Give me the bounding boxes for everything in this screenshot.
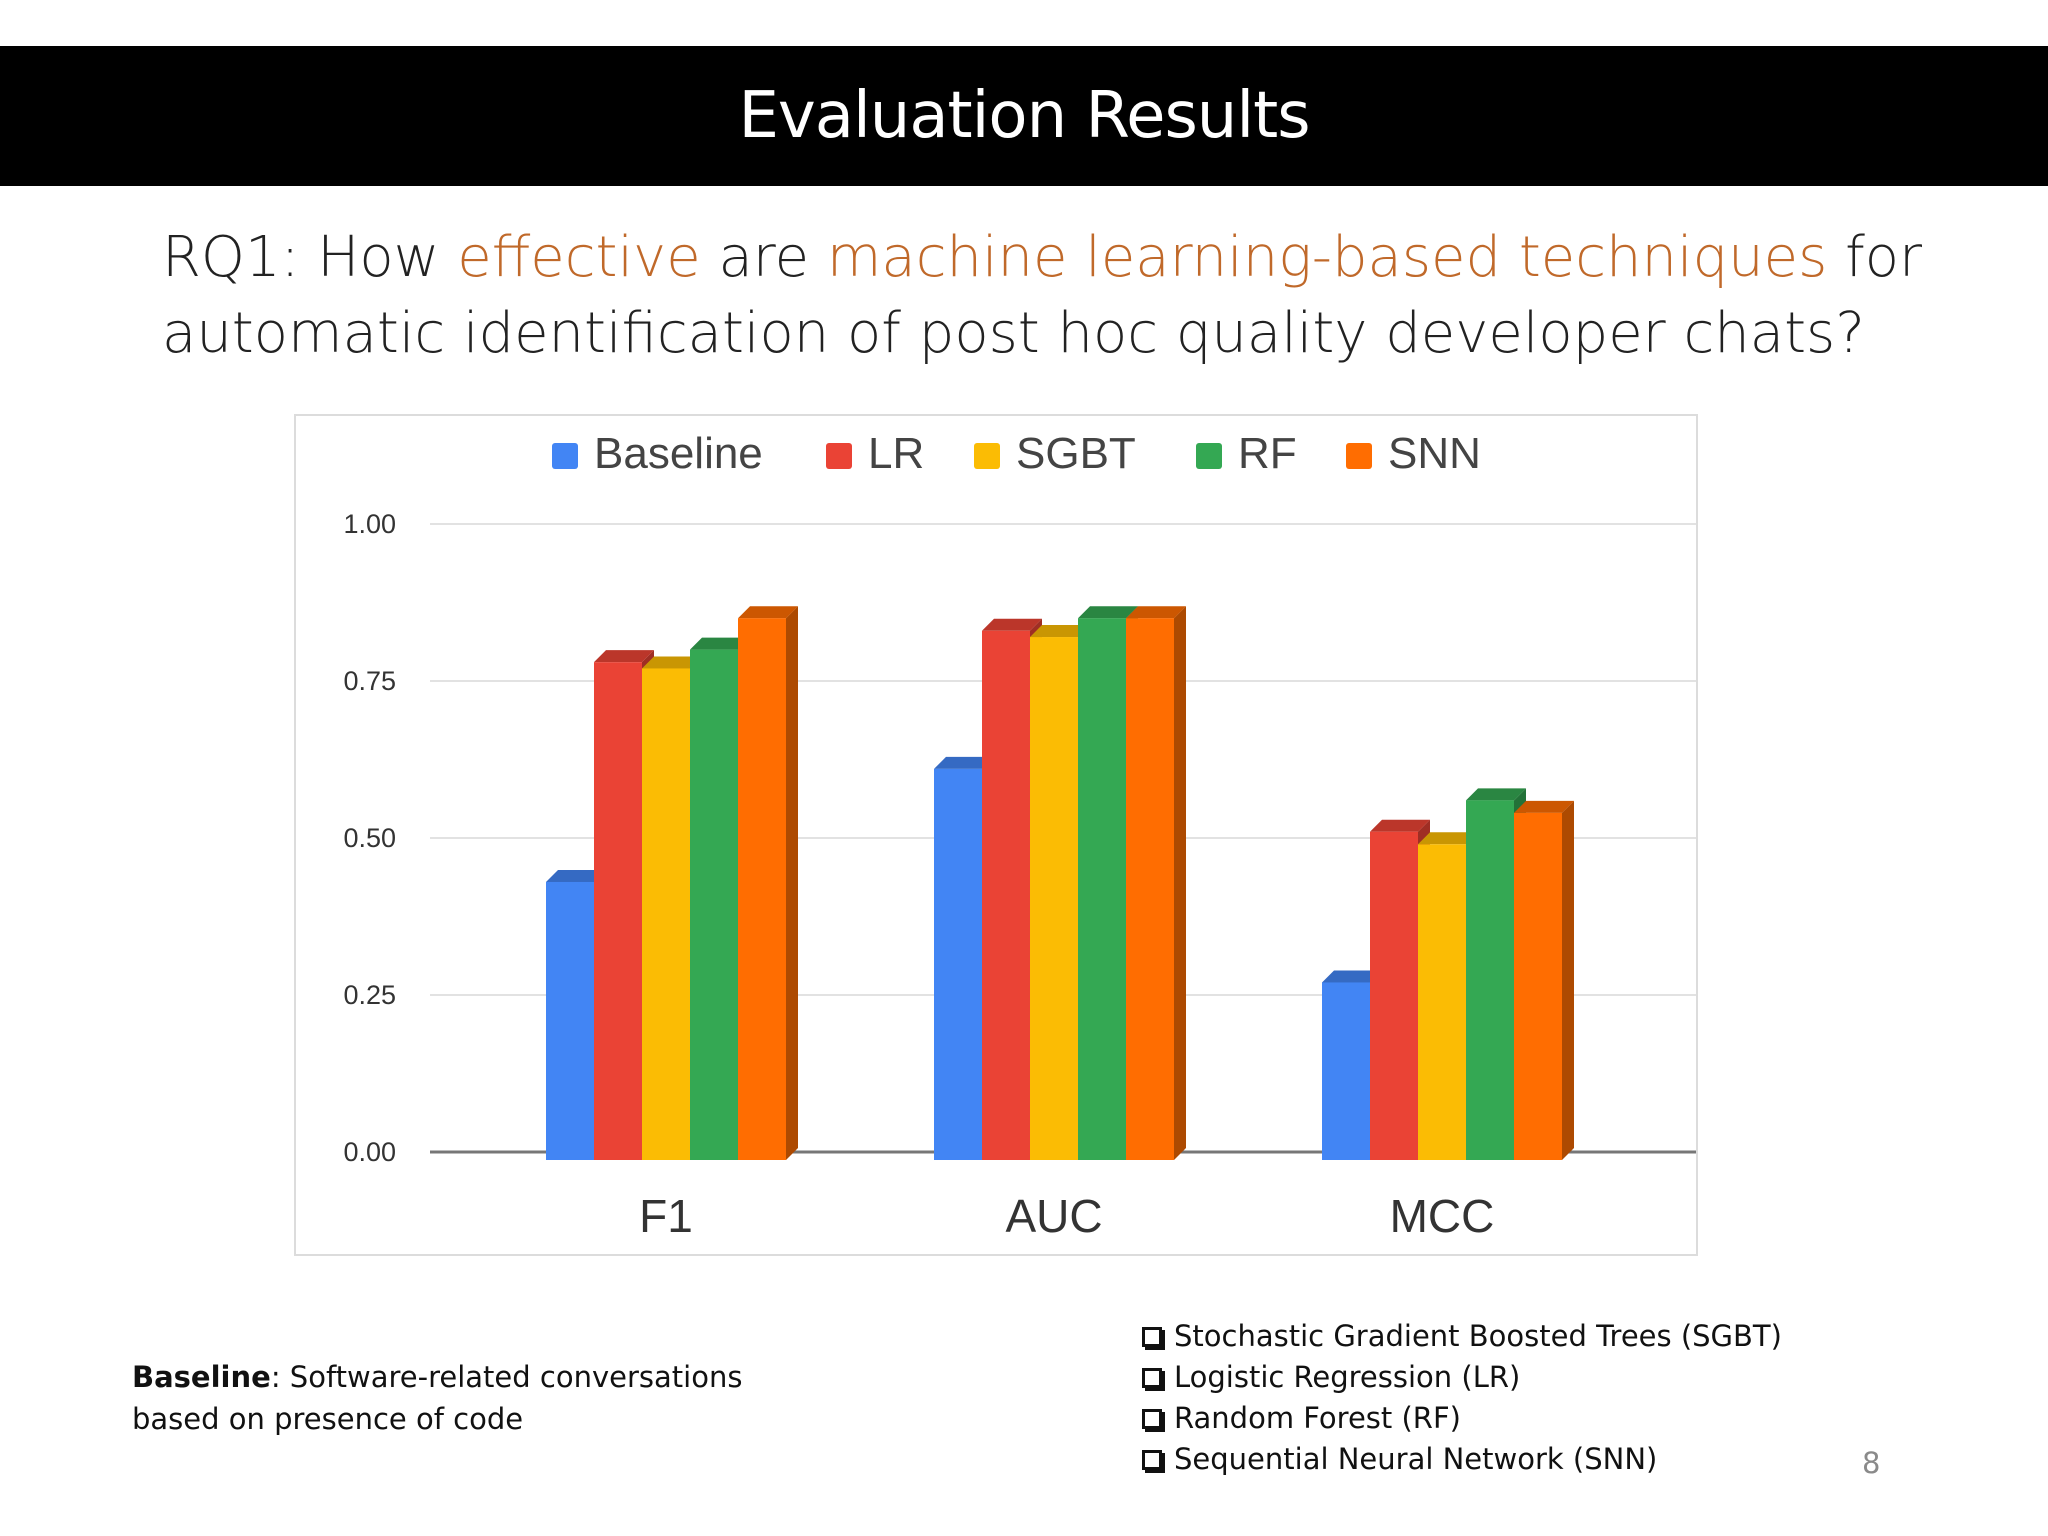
y-tick-label: 0.00: [343, 1137, 396, 1167]
question-text-2: are: [700, 225, 827, 290]
bar: [1514, 812, 1562, 1160]
method-label: Random Forest (RF): [1174, 1401, 1461, 1435]
bar-top: [982, 618, 1042, 631]
legend-label: SGBT: [1016, 429, 1136, 478]
method-label: Logistic Regression (LR): [1174, 1360, 1521, 1394]
bar: [982, 630, 1030, 1160]
x-tick-label: AUC: [1005, 1190, 1102, 1242]
y-tick-label: 0.25: [343, 980, 396, 1010]
x-tick-label: MCC: [1390, 1190, 1495, 1242]
method-item: Logistic Regression (LR): [1142, 1357, 1842, 1398]
bar-top: [690, 637, 750, 650]
bar-top: [934, 756, 994, 769]
method-item: Random Forest (RF): [1142, 1398, 1842, 1439]
chart-svg: 0.00 0.25 0.50 0.75 1.00 Baseline LR SGBT RF SNN F…: [343, 429, 1696, 1242]
bar: [642, 668, 690, 1160]
method-label: Sequential Neural Network (SNN): [1174, 1442, 1658, 1476]
method-item: Sequential Neural Network (SNN): [1142, 1439, 1842, 1480]
baseline-description: : Software-related conversations based o…: [132, 1360, 743, 1436]
legend-label: Baseline: [594, 429, 763, 478]
bar: [546, 881, 594, 1160]
bar-top: [738, 606, 798, 619]
question-highlight-effective: effective: [457, 225, 701, 290]
bar-side: [1562, 800, 1574, 1160]
methods-list: Stochastic Gradient Boosted Trees (SGBT)…: [1142, 1316, 1842, 1480]
method-label: Stochastic Gradient Boosted Trees (SGBT): [1174, 1319, 1782, 1353]
bar-top: [1514, 800, 1574, 813]
research-question: RQ1: How effective are machine learning-…: [162, 220, 1962, 372]
legend-swatch: [974, 443, 1000, 469]
bar: [1466, 800, 1514, 1160]
bar: [690, 649, 738, 1160]
bar: [1030, 637, 1078, 1160]
bar-side: [1174, 606, 1186, 1160]
legend-swatch: [826, 443, 852, 469]
bar: [594, 662, 642, 1160]
legend-swatch: [1196, 443, 1222, 469]
legend-label: LR: [868, 429, 924, 478]
legend-swatch: [552, 443, 578, 469]
bar-top: [1322, 970, 1382, 983]
bar: [1322, 982, 1370, 1160]
legend-swatch: [1346, 443, 1372, 469]
y-tick-label: 0.50: [343, 823, 396, 853]
y-tick-label: 0.75: [343, 666, 396, 696]
checkbox-icon: [1142, 1367, 1162, 1388]
question-highlight-techniques: machine learning-based techniques: [826, 225, 1828, 290]
checkbox-icon: [1142, 1326, 1162, 1347]
bar-top: [1466, 788, 1526, 801]
bar-top: [546, 869, 606, 882]
bar: [1126, 618, 1174, 1160]
bar-top: [642, 656, 702, 669]
bar-chart: 0.00 0.25 0.50 0.75 1.00 Baseline LR SGBT RF SNN F…: [294, 414, 1698, 1256]
bar: [738, 618, 786, 1160]
baseline-term: Baseline: [132, 1360, 271, 1394]
bar-top: [594, 650, 654, 663]
bar-top: [1078, 606, 1138, 619]
question-text-3: for automatic identification of post hoc…: [162, 225, 1923, 366]
bar-top: [1370, 819, 1430, 832]
bar: [934, 768, 982, 1160]
method-item: Stochastic Gradient Boosted Trees (SGBT): [1142, 1316, 1842, 1357]
baseline-note: Baseline: Software-related conversations…: [132, 1356, 752, 1440]
bar-top: [1418, 832, 1478, 845]
bar: [1078, 618, 1126, 1160]
x-tick-label: F1: [639, 1190, 693, 1242]
slide-title: Evaluation Results: [738, 79, 1310, 153]
page-number: 8: [1862, 1446, 1881, 1480]
bar: [1418, 844, 1466, 1160]
checkbox-icon: [1142, 1408, 1162, 1429]
legend-label: RF: [1238, 429, 1297, 478]
legend-label: SNN: [1388, 429, 1481, 478]
question-text-1: RQ1: How: [162, 225, 458, 290]
title-bar: Evaluation Results: [0, 46, 2048, 186]
bar-top: [1030, 625, 1090, 638]
bar: [1370, 831, 1418, 1160]
checkbox-icon: [1142, 1449, 1162, 1470]
y-tick-label: 1.00: [343, 509, 396, 539]
bar-top: [1126, 606, 1186, 619]
bar-side: [786, 606, 798, 1160]
